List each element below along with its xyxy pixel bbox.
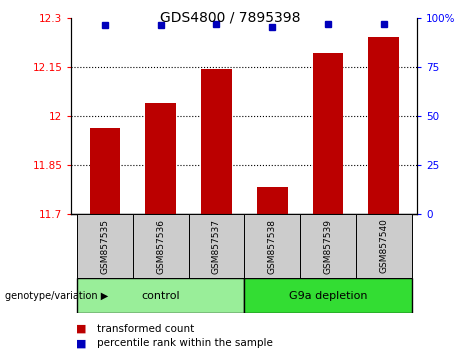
Text: percentile rank within the sample: percentile rank within the sample bbox=[97, 338, 273, 348]
Text: genotype/variation ▶: genotype/variation ▶ bbox=[5, 291, 108, 301]
Text: control: control bbox=[142, 291, 180, 301]
Bar bbox=[89, 129, 120, 214]
Bar bbox=[257, 187, 288, 214]
Text: GSM857536: GSM857536 bbox=[156, 218, 165, 274]
Text: GSM857535: GSM857535 bbox=[100, 218, 109, 274]
Bar bbox=[201, 69, 232, 214]
Bar bbox=[300, 214, 356, 278]
Text: GSM857540: GSM857540 bbox=[379, 218, 388, 274]
Text: transformed count: transformed count bbox=[97, 324, 194, 333]
Text: G9a depletion: G9a depletion bbox=[289, 291, 367, 301]
Text: GSM857537: GSM857537 bbox=[212, 218, 221, 274]
Bar bbox=[77, 214, 133, 278]
Bar bbox=[244, 214, 300, 278]
Bar bbox=[313, 53, 343, 214]
Text: ■: ■ bbox=[76, 338, 87, 348]
Bar bbox=[189, 214, 244, 278]
Bar bbox=[368, 37, 399, 214]
Bar bbox=[244, 278, 412, 313]
Bar bbox=[356, 214, 412, 278]
Bar bbox=[145, 103, 176, 214]
Text: GDS4800 / 7895398: GDS4800 / 7895398 bbox=[160, 11, 301, 25]
Bar bbox=[133, 214, 189, 278]
Text: ■: ■ bbox=[76, 324, 87, 333]
Text: GSM857539: GSM857539 bbox=[324, 218, 332, 274]
Text: GSM857538: GSM857538 bbox=[268, 218, 277, 274]
Bar bbox=[77, 278, 244, 313]
